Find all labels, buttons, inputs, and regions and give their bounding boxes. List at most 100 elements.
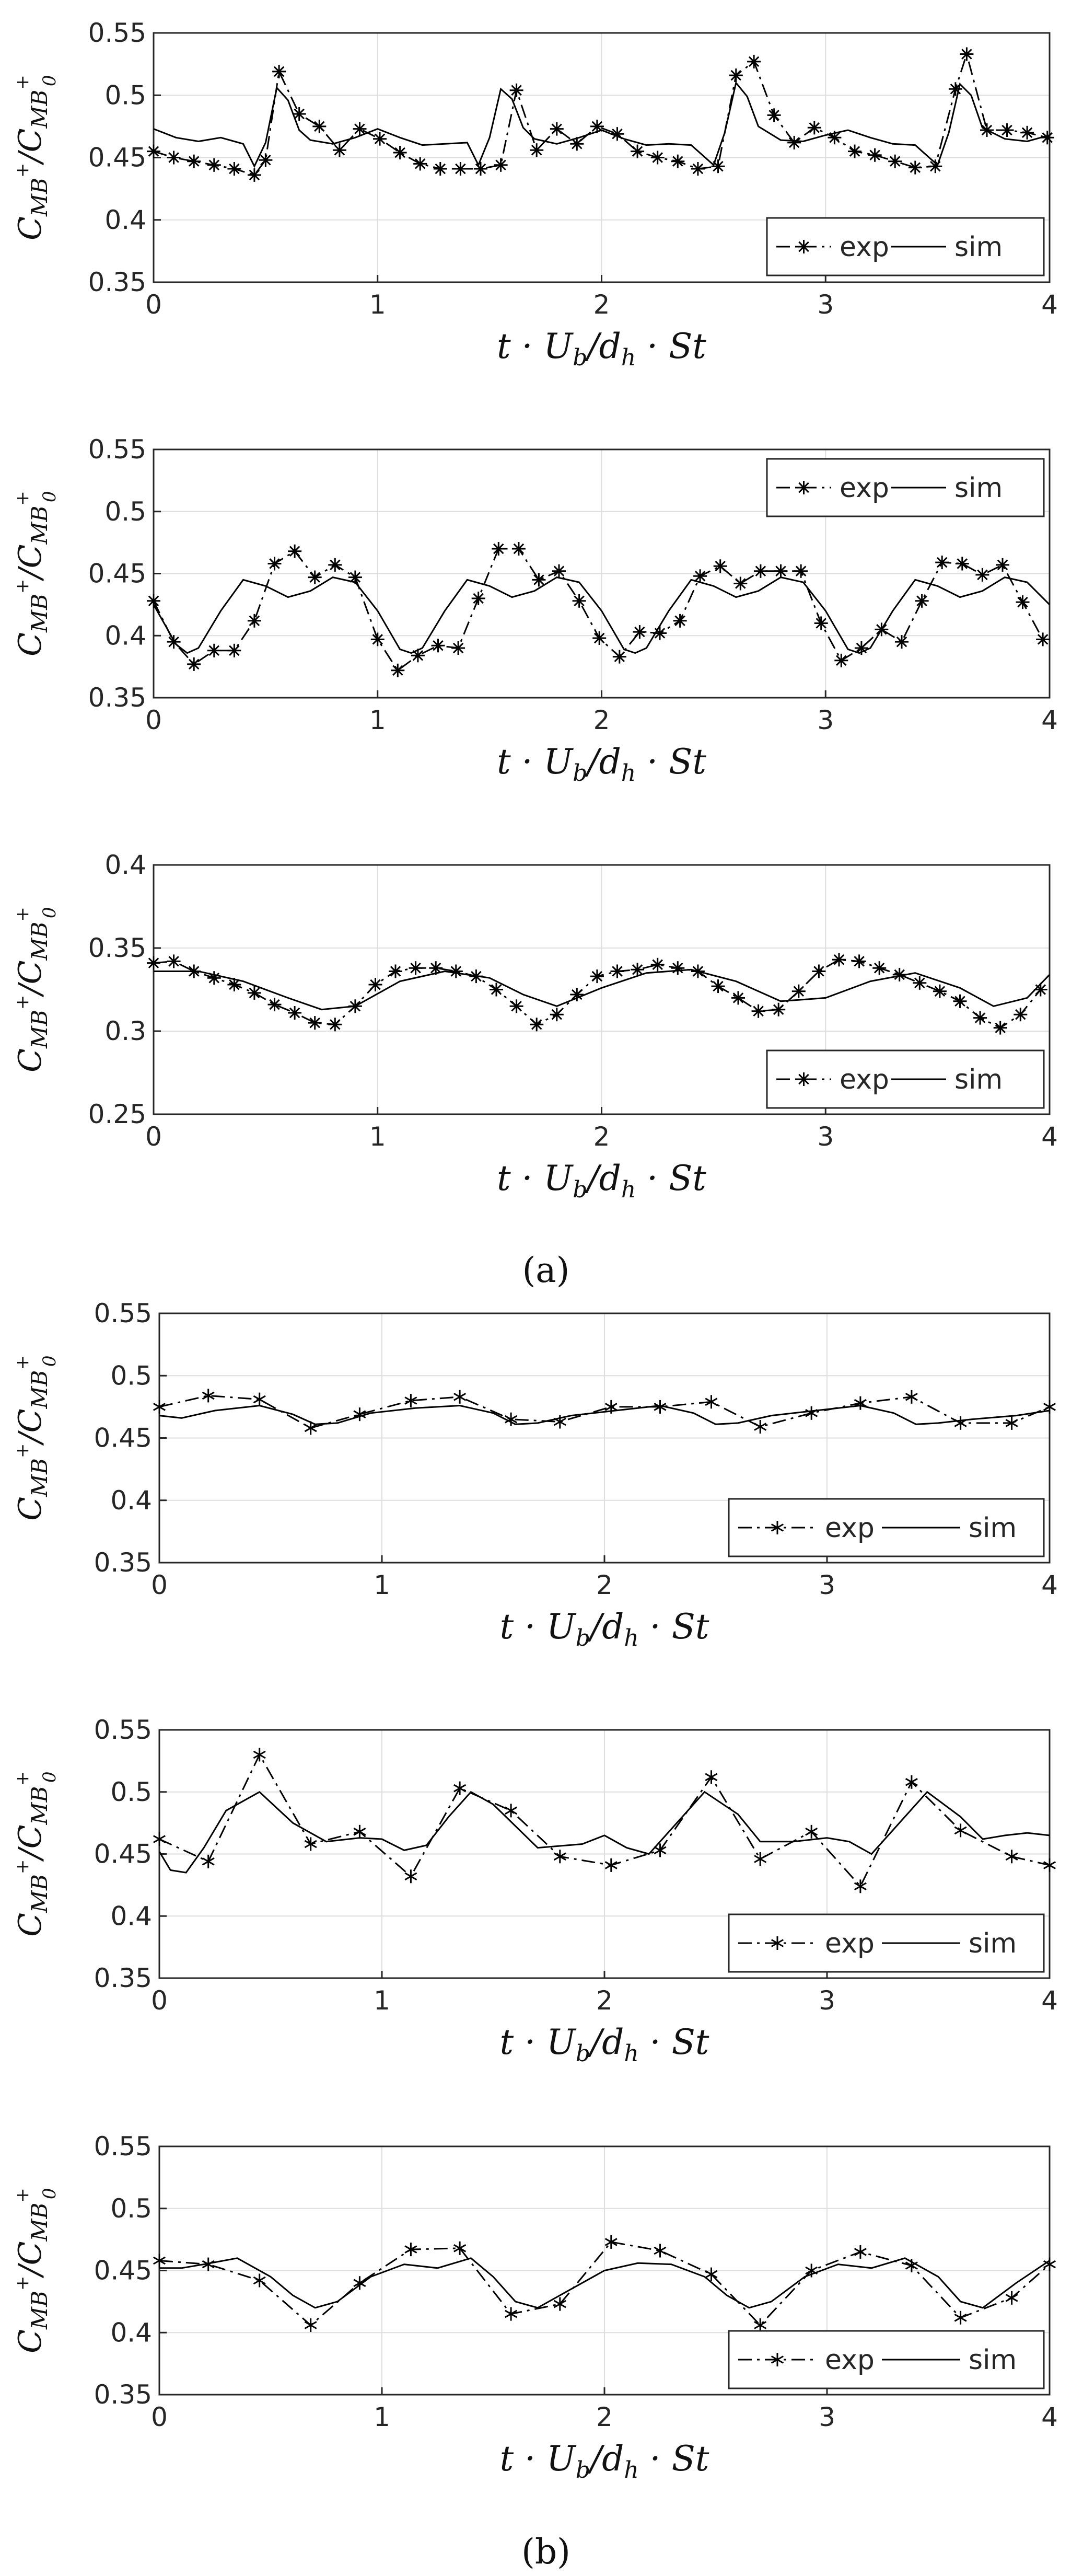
data-point-exp: [888, 154, 902, 168]
data-point-exp: [794, 564, 808, 578]
data-point-exp: [791, 984, 806, 998]
x-tick-label: 3: [817, 1122, 834, 1152]
x-axis-label: t · Ub/dh · St: [497, 326, 706, 371]
data-point-exp: [292, 107, 306, 121]
data-point-exp: [832, 953, 846, 967]
y-tick-label: 0.45: [94, 1423, 152, 1453]
data-point-exp: [304, 1837, 317, 1851]
data-point-exp: [259, 153, 273, 167]
data-point-exp: [1005, 1850, 1018, 1864]
legend-marker-exp: [771, 1521, 784, 1534]
data-point-exp: [429, 961, 443, 975]
data-point-exp: [812, 964, 826, 978]
data-point-exp: [453, 2241, 467, 2255]
data-point-exp: [787, 135, 801, 149]
data-point-exp: [553, 2297, 566, 2311]
data-point-exp: [353, 122, 367, 136]
data-point-exp: [328, 558, 342, 572]
legend-label-sim: sim: [954, 232, 1003, 263]
data-point-exp: [895, 635, 909, 649]
data-point-exp: [304, 1421, 317, 1435]
data-point-exp: [805, 1406, 818, 1420]
legend-marker-exp: [797, 240, 811, 253]
data-point-exp: [391, 663, 405, 677]
y-tick-label: 0.45: [88, 559, 146, 589]
x-tick-label: 2: [593, 705, 610, 735]
data-point-exp: [453, 1781, 467, 1795]
legend-label-sim: sim: [954, 1064, 1003, 1095]
data-point-exp: [167, 954, 181, 968]
data-point-exp: [389, 964, 402, 978]
data-point-exp: [633, 625, 647, 639]
data-point-exp: [492, 542, 506, 556]
data-point-exp: [187, 154, 201, 168]
data-point-exp: [705, 1770, 718, 1784]
data-point-exp: [772, 1002, 786, 1016]
data-point-exp: [852, 954, 866, 968]
data-point-exp: [474, 162, 487, 176]
y-tick-label: 0.55: [94, 1298, 152, 1329]
y-tick-label: 0.45: [94, 2256, 152, 2286]
data-point-exp: [153, 2254, 166, 2268]
legend: exp sim: [728, 1498, 1045, 1557]
y-tick-label: 0.4: [104, 850, 146, 880]
data-point-exp: [654, 1843, 667, 1857]
x-tick-label: 3: [819, 1985, 835, 2016]
data-point-exp: [147, 594, 160, 608]
y-tick-label: 0.35: [94, 1963, 152, 1993]
x-tick-label: 1: [374, 1570, 390, 1600]
legend: exp sim: [766, 217, 1045, 276]
y-tick-label: 0.55: [94, 1715, 152, 1745]
data-point-exp: [854, 2245, 867, 2259]
y-tick-label: 0.35: [88, 267, 146, 297]
data-point-exp: [449, 964, 463, 978]
data-point-exp: [550, 1008, 564, 1022]
data-point-exp: [505, 1412, 518, 1426]
data-point-exp: [671, 154, 685, 168]
data-point-exp: [453, 1390, 467, 1404]
data-point-exp: [691, 162, 705, 176]
y-tick-label: 0.35: [88, 683, 146, 713]
y-tick-label: 0.25: [88, 1099, 146, 1129]
legend-label-exp: exp: [825, 1928, 875, 1959]
data-point-exp: [494, 158, 508, 172]
legend-marker-exp: [771, 2353, 784, 2366]
chart-panel-a2: 0 1 2 3 4 0.35 0.4 0.45 0.5 0.55 t · Ub/dh · St CMB…: [12, 434, 1058, 787]
data-point-exp: [848, 144, 861, 158]
data-point-exp: [955, 557, 969, 571]
x-tick-label: 3: [819, 1570, 835, 1600]
data-point-exp: [370, 632, 385, 646]
data-point-exp: [729, 68, 743, 83]
y-tick-label: 0.4: [110, 1485, 152, 1516]
data-point-exp: [312, 119, 327, 133]
data-point-exp: [572, 594, 586, 608]
data-point-exp: [505, 1804, 518, 1818]
data-point-exp: [975, 568, 989, 582]
data-point-exp: [711, 159, 725, 174]
legend-label-sim: sim: [954, 472, 1003, 504]
legend-marker-exp: [771, 1936, 784, 1950]
data-point-exp: [948, 82, 962, 96]
legend-label-sim: sim: [969, 1512, 1017, 1544]
y-tick-label: 0.5: [110, 1360, 152, 1391]
x-tick-label: 2: [596, 2402, 613, 2432]
data-point-exp: [253, 1748, 266, 1762]
data-point-exp: [960, 47, 974, 61]
x-tick-label: 0: [151, 1570, 168, 1600]
y-tick-label: 0.5: [110, 1777, 152, 1807]
data-point-exp: [267, 557, 282, 571]
data-point-exp: [1043, 1400, 1056, 1414]
y-tick-label: 0.5: [104, 496, 146, 527]
legend-label-exp: exp: [825, 1512, 875, 1544]
data-point-exp: [671, 961, 685, 975]
y-tick-label: 0.45: [88, 143, 146, 173]
chart-panel-b1: 0 1 2 3 4 0.35 0.4 0.45 0.5 0.55 t · Ub/dh · St CMB…: [12, 1298, 1058, 1651]
data-point-exp: [610, 964, 624, 978]
y-tick-label: 0.55: [88, 434, 146, 465]
data-point-exp: [509, 83, 523, 97]
data-point-exp: [915, 594, 929, 608]
data-point-exp: [1020, 125, 1034, 140]
legend: exp sim: [728, 1913, 1045, 1973]
x-tick-label: 1: [369, 1122, 386, 1152]
data-point-exp: [308, 570, 322, 584]
